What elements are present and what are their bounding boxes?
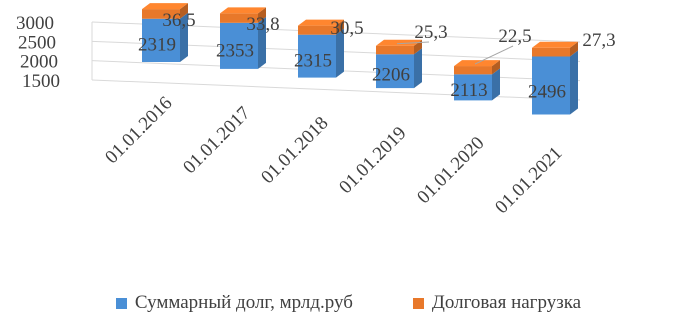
bar-load-top <box>298 19 344 26</box>
legend-label-debt: Суммарный долг, мрлд.руб <box>134 292 353 313</box>
bar-debt <box>454 74 492 101</box>
legend-swatch-debt <box>115 297 127 309</box>
y-tick-label: 2000 <box>20 52 58 73</box>
x-tick-label: 01.01.2017 <box>179 103 254 178</box>
data-label-debt: 2113 <box>450 80 487 101</box>
bar-load-top <box>532 41 578 48</box>
data-label-load: 33,8 <box>246 14 279 35</box>
data-label-load: 27,3 <box>582 30 615 51</box>
data-label-debt: 2315 <box>294 50 332 71</box>
bar-load <box>454 66 492 75</box>
bar-load-side <box>570 41 578 57</box>
x-tick-label: 01.01.2019 <box>335 123 410 198</box>
legend-item-debt: Суммарный долг, мрлд.руб <box>115 286 353 320</box>
data-label-load: 25,3 <box>414 22 447 43</box>
data-label-debt: 2206 <box>372 65 410 86</box>
legend-label-load: Долговая нагрузка <box>431 292 582 313</box>
bar-load <box>376 45 414 55</box>
gridline <box>91 79 581 101</box>
data-label-debt: 2353 <box>216 40 254 61</box>
x-tick-label: 01.01.2018 <box>257 113 332 188</box>
bar-debt <box>376 54 414 89</box>
data-label-load: 36,5 <box>162 10 195 31</box>
bar-load <box>532 47 570 57</box>
x-tick-label: 01.01.2020 <box>413 133 488 208</box>
data-label-debt: 2319 <box>138 35 176 56</box>
bar-load-top <box>142 3 188 10</box>
data-label-debt: 2496 <box>528 81 566 102</box>
legend-item-load: Долговая нагрузка <box>412 286 582 320</box>
bar-load <box>142 9 180 19</box>
bar-load-top <box>376 39 422 46</box>
bar-load-side <box>492 60 500 75</box>
y-tick-label: 2500 <box>18 32 56 53</box>
legend: Суммарный долг, мрлд.руб Долговая нагруз… <box>0 286 697 320</box>
bar-debt <box>532 56 570 115</box>
bars <box>142 3 578 115</box>
bar-load-top <box>220 7 266 14</box>
bar-load-side <box>336 19 344 35</box>
bar-debt <box>298 34 336 78</box>
bar-debt-side <box>336 28 344 78</box>
legend-swatch-load <box>412 297 424 309</box>
bar-load-side <box>180 3 188 19</box>
bar-load <box>220 13 258 23</box>
bar-debt-side <box>258 16 266 69</box>
x-tick-label: 01.01.2021 <box>491 143 566 218</box>
x-tick-label: 01.01.2016 <box>101 93 176 168</box>
bar-load-side <box>414 39 422 55</box>
bar-debt-side <box>414 48 422 89</box>
bar-debt-side <box>492 68 500 101</box>
bar-load <box>298 25 336 35</box>
y-tick-label: 3000 <box>16 13 54 34</box>
leader-line <box>396 41 430 45</box>
data-label-load: 22,5 <box>498 26 531 47</box>
bar-debt <box>142 18 180 62</box>
data-label-load: 30,5 <box>330 18 363 39</box>
bar-debt <box>220 22 258 69</box>
bar-load-side <box>258 7 266 23</box>
bar-debt-side <box>570 50 578 115</box>
data-labels: 2319 36,5 2353 33,8 2315 30,5 2206 25,3 2113 22,5… <box>138 10 616 102</box>
y-tick-label: 1500 <box>22 71 60 92</box>
bar-debt-side <box>180 12 188 62</box>
leader-line <box>474 45 514 65</box>
x-axis: 01.01.2016 01.01.2017 01.01.2018 01.01.2019… <box>101 93 566 218</box>
